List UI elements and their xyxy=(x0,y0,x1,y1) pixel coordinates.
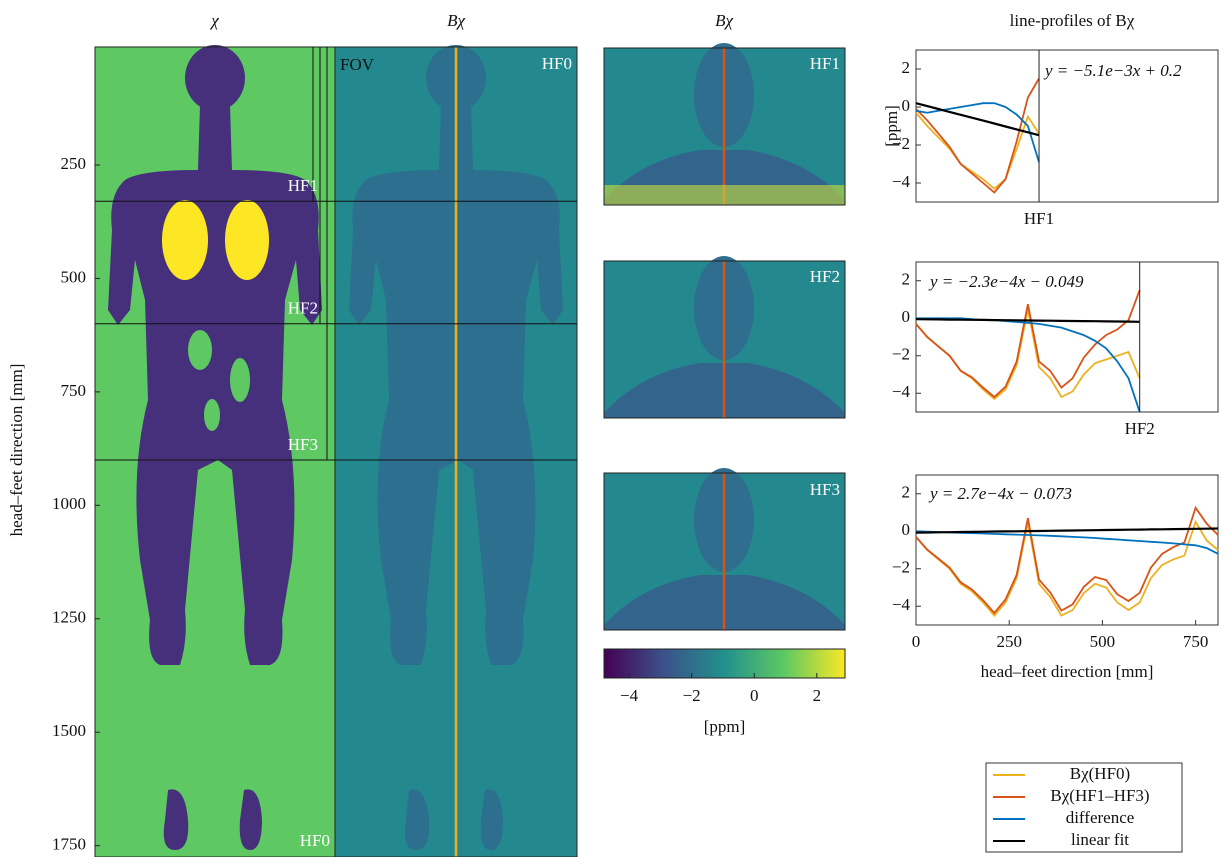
plot-frame xyxy=(915,49,1219,203)
x-tick-label: 750 xyxy=(1183,632,1209,651)
x-tick-label: 0 xyxy=(750,686,759,705)
y-tick-label: 250 xyxy=(61,154,87,173)
x-axis-label: head–feet direction [mm] xyxy=(981,662,1154,681)
series-line xyxy=(915,289,1141,399)
y-tick-label: −2 xyxy=(892,134,910,153)
hf-label: HF2 xyxy=(288,299,318,318)
y-tick-label: 0 xyxy=(902,520,911,539)
panel-label: HF3 xyxy=(810,480,840,499)
legend-label: Bχ(HF0) xyxy=(1070,764,1130,783)
legend-label: difference xyxy=(1066,808,1135,827)
series-line xyxy=(915,102,1040,137)
fov-label: FOV xyxy=(340,55,375,74)
legend-label: linear fit xyxy=(1071,830,1129,849)
fit-equation: y = 2.7e−4x − 0.073 xyxy=(928,484,1072,503)
panel-label: HF1 xyxy=(810,54,840,73)
plot-frame xyxy=(915,261,1219,413)
series-line xyxy=(915,112,1040,190)
series-line xyxy=(916,317,1141,413)
colorbar xyxy=(603,648,846,679)
y-tick-label: 1750 xyxy=(52,835,86,854)
x-tick-label: −4 xyxy=(620,686,639,705)
panel-label: HF2 xyxy=(810,267,840,286)
x-tick-label: 2 xyxy=(813,686,822,705)
hf-label: HF1 xyxy=(1024,209,1054,228)
chart-title: line-profiles of Bχ xyxy=(1010,11,1135,30)
y-tick-label: 1000 xyxy=(52,494,86,513)
y-tick-label: 500 xyxy=(61,267,87,286)
y-tick-label: −2 xyxy=(892,345,910,364)
panel-title: χ xyxy=(209,11,219,30)
y-tick-label: 0 xyxy=(902,307,911,326)
legend-label: Bχ(HF1–HF3) xyxy=(1050,786,1149,805)
y-tick-label: 0 xyxy=(902,96,911,115)
y-tick-label: 2 xyxy=(902,58,911,77)
panel-title: Bχ xyxy=(715,11,733,30)
hf-label: HF2 xyxy=(1125,419,1155,438)
y-tick-label: 1250 xyxy=(52,608,86,627)
y-tick-label: 2 xyxy=(902,270,911,289)
fit-equation: y = −2.3e−4x − 0.049 xyxy=(928,272,1084,291)
series-line xyxy=(915,519,1219,617)
y-tick-label: −4 xyxy=(892,172,911,191)
panel-label: HF0 xyxy=(542,54,572,73)
panel-label: HF0 xyxy=(300,831,330,850)
series-line xyxy=(915,78,1040,194)
hf-label: HF3 xyxy=(288,435,318,454)
chi-image xyxy=(94,45,336,857)
y-tick-label: −4 xyxy=(892,595,911,614)
x-tick-label: 250 xyxy=(996,632,1022,651)
legend xyxy=(985,762,1183,853)
series-line xyxy=(915,318,1140,323)
series-line xyxy=(915,527,1219,534)
y-tick-label: 1500 xyxy=(52,721,86,740)
series-line xyxy=(915,102,1040,163)
panel-title: Bχ xyxy=(447,11,465,30)
x-tick-label: 500 xyxy=(1090,632,1116,651)
slice-images xyxy=(602,41,847,632)
series-line xyxy=(915,530,1219,555)
b-chi-image xyxy=(334,45,578,857)
x-tick-label: −2 xyxy=(683,686,701,705)
y-axis-label: [ppm] xyxy=(882,105,901,147)
y-axis-label: head–feet direction [mm] xyxy=(7,364,26,537)
y-tick-label: 2 xyxy=(902,483,911,502)
x-tick-label: 0 xyxy=(912,632,921,651)
y-tick-label: 750 xyxy=(61,381,87,400)
y-tick-label: −4 xyxy=(892,382,911,401)
fit-equation: y = −5.1e−3x + 0.2 xyxy=(1043,61,1182,80)
x-axis-label: [ppm] xyxy=(704,717,746,736)
hf-label: HF1 xyxy=(288,176,318,195)
series-line xyxy=(915,505,1219,615)
y-tick-label: −2 xyxy=(892,558,910,577)
